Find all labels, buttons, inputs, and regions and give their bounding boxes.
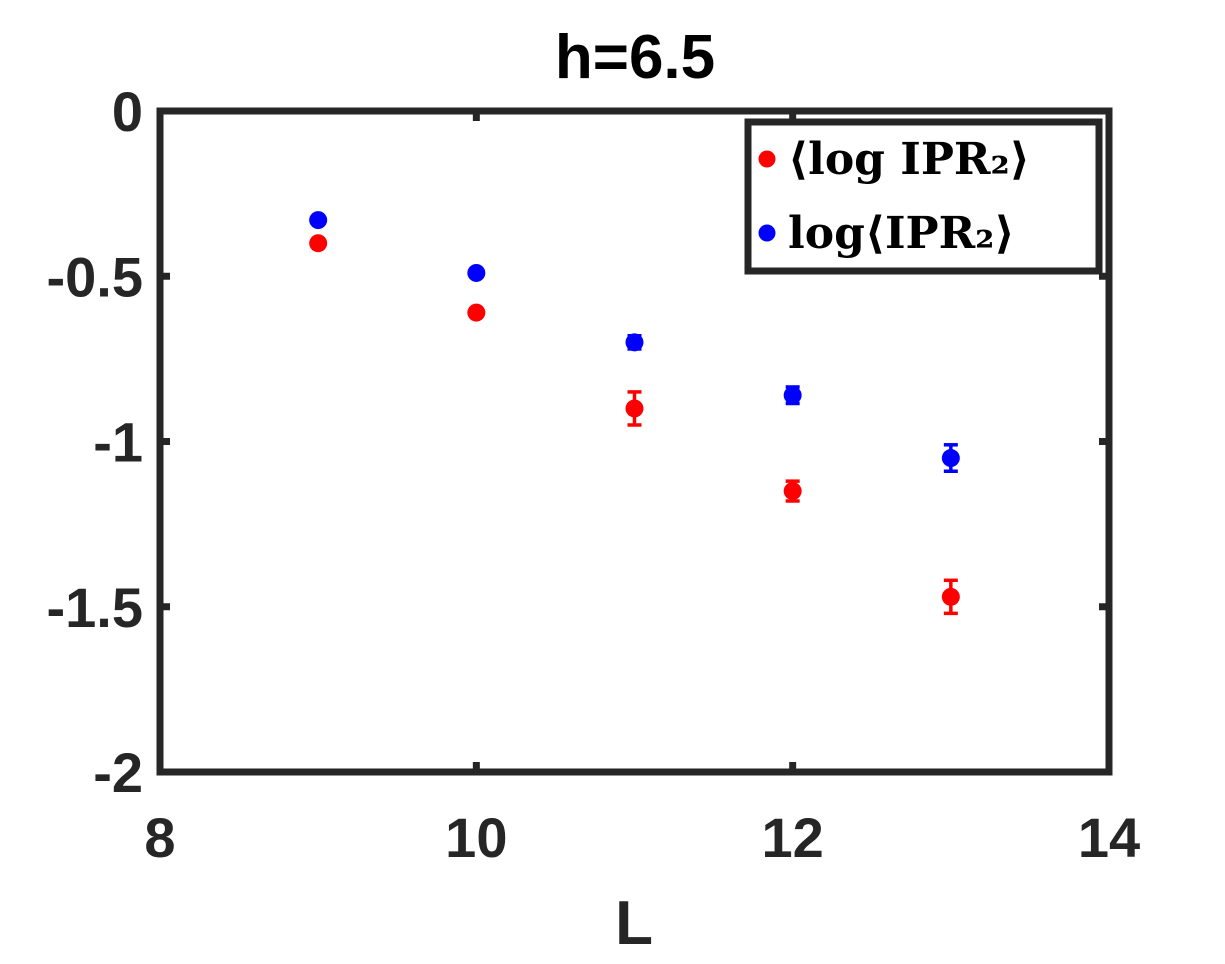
chart-title: h=6.5 [555,23,715,92]
legend: ⟨log IPR₂⟩ log⟨IPR₂⟩ [744,118,1103,275]
y-tick-label: -0.5 [47,245,144,308]
data-point [941,449,960,468]
legend-box [744,118,1103,275]
series-1 [309,234,960,616]
x-axis-tick-labels: 8 10 12 14 [144,806,1140,869]
data-point [309,234,328,253]
legend-marker-series-1 [758,150,776,168]
data-point [467,303,486,322]
y-tick-label: -1.5 [47,576,144,639]
series-2 [309,211,960,473]
x-tick-label: 12 [762,806,824,869]
y-tick-label: -2 [93,741,143,804]
data-point [625,399,644,418]
legend-label-series-1: ⟨log IPR₂⟩ [788,134,1030,185]
plot-area-frame [156,107,1113,776]
x-tick-label: 14 [1078,806,1140,869]
data-point [309,211,328,230]
data-point [783,482,802,501]
data-point [625,333,644,352]
y-axis-tick-labels: 0 -0.5 -1 -1.5 -2 [47,80,144,804]
y-tick-label: 0 [112,80,143,143]
data-point [783,386,802,405]
data-point [467,263,486,282]
x-tick-label: 10 [445,806,507,869]
x-tick-label: 8 [144,806,175,869]
series-layer [309,211,960,616]
x-axis-label: L [615,889,653,958]
data-point [941,587,960,606]
y-tick-label: -1 [93,411,143,474]
legend-label-series-2: log⟨IPR₂⟩ [788,208,1015,259]
legend-marker-series-2 [758,224,776,242]
